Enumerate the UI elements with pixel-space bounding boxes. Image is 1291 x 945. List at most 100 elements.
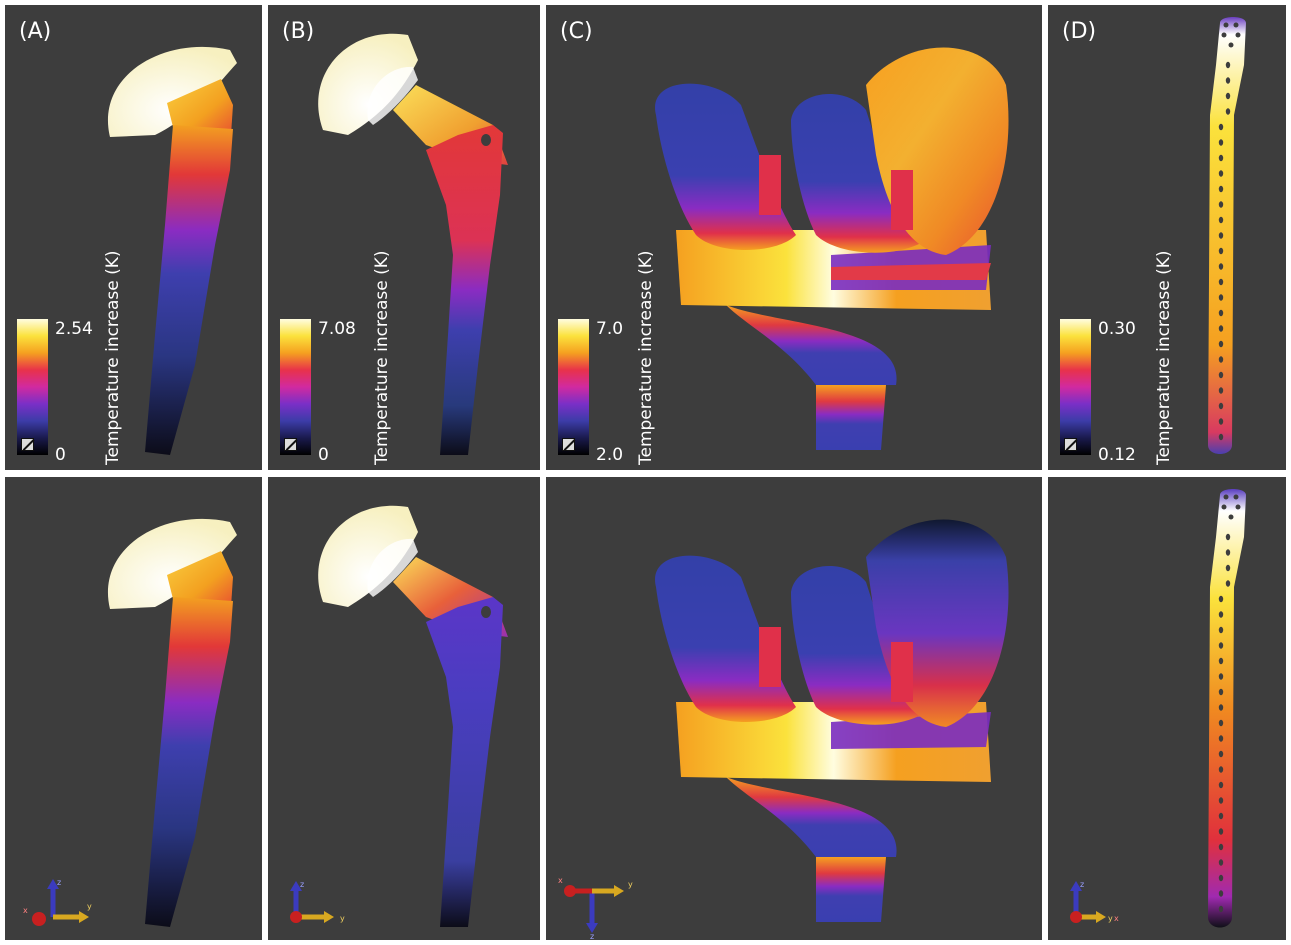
screw-hole — [1218, 611, 1224, 618]
axis-y-label: y — [628, 880, 633, 889]
axis-y-label: y — [1108, 914, 1113, 923]
screw-hole — [1218, 828, 1224, 835]
tibial-keel-c-bottom — [726, 777, 897, 857]
screw-hole — [1218, 673, 1224, 680]
colorbar-edit-icon[interactable] — [562, 438, 575, 451]
panel-label-a: (A) — [19, 19, 52, 44]
stem-hole — [481, 606, 491, 618]
post-left — [759, 627, 781, 687]
tibial-stem-c-top — [816, 385, 886, 450]
screw-hole — [1218, 139, 1224, 146]
humeral-neck-a-bottom — [167, 551, 233, 607]
panel-d-top: (D) 0.30 0.12 Temperature increase (K) — [1048, 5, 1286, 470]
colorbar-d-min: 0.12 — [1098, 445, 1136, 465]
screw-hole — [1218, 170, 1224, 177]
humeral-head-a-bottom — [107, 518, 237, 609]
screw-hole — [1218, 859, 1224, 866]
screw-hole — [1218, 123, 1224, 131]
colorbar-d-max: 0.30 — [1098, 319, 1136, 339]
humeral-stem-a-bottom — [145, 597, 233, 927]
screw-hole — [1218, 595, 1224, 603]
head-highlight — [367, 66, 418, 125]
colorbar-a-max: 2.54 — [55, 319, 93, 339]
axis-triad-b: z y — [290, 880, 345, 923]
plate-d-top — [1208, 17, 1246, 454]
screw-hole — [1218, 719, 1224, 727]
screw-hole — [1218, 356, 1224, 363]
screw-hole — [1225, 77, 1231, 84]
plate-holes — [1218, 22, 1241, 441]
screw-hole — [1225, 92, 1231, 100]
tibial-keel-c-top — [726, 305, 897, 385]
screw-hole — [1218, 371, 1224, 379]
colorbar-edit-icon[interactable] — [284, 438, 297, 451]
humeral-neck-a-top — [167, 79, 233, 135]
femoral-stem-b-bottom — [426, 597, 503, 927]
axis-z-label: z — [57, 878, 61, 887]
femoral-head-b-bottom — [318, 505, 418, 607]
hip-implant-top — [318, 33, 508, 455]
screw-hole — [1218, 750, 1224, 758]
screw-hole — [1218, 263, 1224, 270]
tray-insert-band — [831, 263, 991, 280]
screw-hole — [1218, 688, 1224, 696]
humeral-stem-a-top — [145, 125, 233, 455]
screw-hole — [1225, 108, 1231, 115]
colorbar-a-min: 0 — [55, 445, 66, 465]
panel-label-d: (D) — [1062, 19, 1097, 44]
panel-a-top: (A) 2.54 0 Temperature increase (K) — [5, 5, 262, 470]
axis-triad-c: y x z — [558, 876, 633, 939]
axis-triad-d: z y x — [1070, 880, 1119, 923]
axis-y-label: y — [87, 902, 92, 911]
humeral-head-a-top — [107, 46, 237, 137]
screw-hole — [1218, 418, 1224, 425]
screw-hole — [1218, 781, 1224, 789]
screw-hole — [1218, 294, 1224, 301]
colorbar-b-max: 7.08 — [318, 319, 356, 339]
panel-label-c: (C) — [560, 19, 593, 44]
colorbar-d-title: Temperature increase (K) — [1154, 250, 1174, 465]
screw-hole — [1218, 735, 1224, 742]
colorbar-b-min: 0 — [318, 445, 329, 465]
screw-hole — [1218, 325, 1224, 332]
humerus-implant-bottom — [107, 518, 237, 927]
panel-b-top: (B) 7.08 0 Temperature increase (K) — [268, 5, 540, 470]
hip-implant-bottom — [318, 505, 508, 927]
screw-hole — [1218, 247, 1224, 255]
colorbar-edit-icon[interactable] — [1064, 438, 1077, 451]
tibial-stem-c-bottom — [816, 857, 886, 922]
colorbar-gradient — [558, 319, 589, 455]
screw-hole — [1218, 278, 1224, 286]
screw-hole — [1218, 433, 1224, 441]
panel-c-bottom: y x z — [546, 477, 1042, 940]
knee-implant-top — [655, 47, 1009, 450]
screw-hole — [1218, 890, 1224, 897]
screw-hole — [1225, 533, 1231, 541]
femoral-stem-b-top — [426, 125, 503, 455]
femoral-head-b-top — [318, 33, 418, 135]
screw-hole — [1218, 642, 1224, 649]
screw-hole — [1225, 580, 1231, 587]
colorbar-edit-icon[interactable] — [21, 438, 34, 451]
screw-hole — [1218, 402, 1224, 410]
screw-hole — [1218, 387, 1224, 394]
plate-d-bottom — [1208, 489, 1246, 928]
axis-triad-a: z y x — [23, 878, 92, 926]
plate-holes — [1218, 494, 1241, 913]
screw-hole — [1218, 843, 1224, 851]
screw-hole — [1218, 766, 1224, 773]
colorbar-c-max: 7.0 — [596, 319, 624, 339]
bone-plate-top — [1208, 17, 1246, 454]
screw-hole — [1225, 549, 1231, 556]
colorbar-a — [17, 319, 48, 455]
axis-z-label: z — [1080, 880, 1084, 889]
post-left — [759, 155, 781, 215]
screw-hole — [1218, 154, 1224, 162]
screw-hole — [1218, 340, 1224, 348]
screw-hole — [1218, 201, 1224, 208]
panel-b-bottom: z y — [268, 477, 540, 940]
head-highlight — [367, 538, 418, 597]
colorbar-c-title: Temperature increase (K) — [636, 250, 656, 465]
screw-hole — [1218, 185, 1224, 193]
axis-x-label: x — [23, 906, 28, 915]
